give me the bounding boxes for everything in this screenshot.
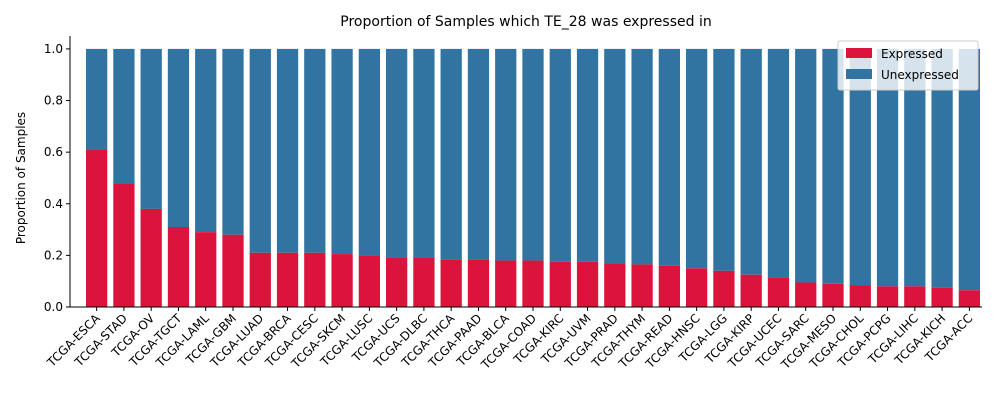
bar-unexpressed-tcga-sarc — [795, 48, 817, 283]
bar-expressed-tcga-pcpg — [876, 286, 899, 307]
bar-unexpressed-tcga-esca — [86, 48, 108, 150]
bar-expressed-tcga-thym — [631, 264, 653, 307]
bar-expressed-tcga-laml — [195, 232, 217, 307]
legend-swatch-expressed — [846, 48, 872, 58]
bar-expressed-tcga-skcm — [331, 254, 353, 307]
bar-unexpressed-tcga-luad — [249, 48, 271, 253]
y-tick-label: 0.2 — [44, 248, 63, 262]
bar-unexpressed-tcga-paad — [467, 48, 490, 260]
bar-expressed-tcga-lgg — [713, 270, 735, 307]
bar-unexpressed-tcga-thca — [440, 48, 462, 260]
bar-expressed-tcga-lusc — [358, 255, 380, 307]
bar-expressed-tcga-ov — [140, 208, 162, 307]
bar-expressed-tcga-cesc — [304, 252, 326, 307]
bar-unexpressed-tcga-meso — [822, 48, 844, 284]
bar-unexpressed-tcga-kich — [931, 48, 953, 288]
bar-expressed-tcga-coad — [522, 260, 544, 307]
bar-unexpressed-tcga-blca — [495, 48, 517, 261]
bar-unexpressed-tcga-tgct — [167, 48, 190, 227]
bar-unexpressed-tcga-laml — [195, 48, 217, 233]
y-tick-label: 0.4 — [44, 197, 63, 211]
bar-expressed-tcga-read — [658, 265, 680, 307]
bars-group — [86, 48, 980, 307]
bar-expressed-tcga-uvm — [576, 261, 599, 307]
legend-label-expressed: Expressed — [881, 47, 943, 61]
bar-unexpressed-tcga-uvm — [576, 48, 599, 262]
bar-expressed-tcga-ucec — [767, 277, 790, 307]
legend: Expressed Unexpressed — [837, 40, 979, 91]
bar-unexpressed-tcga-gbm — [222, 48, 244, 235]
bar-expressed-tcga-ucs — [386, 257, 408, 307]
bar-expressed-tcga-kirc — [549, 261, 571, 307]
y-tick-label: 0.0 — [44, 300, 63, 314]
legend-swatch-unexpressed — [846, 69, 872, 79]
bar-unexpressed-tcga-stad — [113, 48, 135, 184]
legend-box — [837, 40, 979, 91]
y-tick-label: 0.6 — [44, 145, 63, 159]
bar-expressed-tcga-dlbc — [413, 257, 435, 307]
bar-unexpressed-tcga-acc — [958, 48, 980, 291]
y-tick-label: 0.8 — [44, 94, 63, 108]
bar-expressed-tcga-acc — [958, 290, 980, 307]
bar-expressed-tcga-prad — [604, 263, 626, 307]
bar-expressed-tcga-blca — [495, 260, 517, 307]
bar-expressed-tcga-kich — [931, 287, 953, 307]
bar-expressed-tcga-gbm — [222, 234, 244, 307]
bar-expressed-tcga-esca — [86, 149, 108, 307]
y-tick-label: 1.0 — [44, 42, 63, 56]
bar-unexpressed-tcga-kirc — [549, 48, 571, 262]
y-axis-label: Proportion of Samples — [14, 112, 28, 244]
bar-unexpressed-tcga-prad — [604, 48, 626, 264]
bar-expressed-tcga-lihc — [904, 286, 926, 307]
bar-unexpressed-tcga-cesc — [304, 48, 326, 253]
bar-unexpressed-tcga-brca — [276, 48, 299, 253]
bar-unexpressed-tcga-skcm — [331, 48, 353, 255]
bar-unexpressed-tcga-coad — [522, 48, 544, 261]
bar-unexpressed-tcga-lgg — [713, 48, 735, 271]
bar-expressed-tcga-kirp — [740, 274, 762, 307]
bar-unexpressed-tcga-hnsc — [686, 48, 708, 269]
legend-label-unexpressed: Unexpressed — [881, 68, 959, 82]
chart-title: Proportion of Samples which TE_28 was ex… — [340, 14, 711, 30]
bar-expressed-tcga-luad — [249, 252, 271, 307]
bar-expressed-tcga-chol — [849, 285, 871, 307]
bar-unexpressed-tcga-read — [658, 48, 680, 266]
bar-expressed-tcga-hnsc — [686, 268, 708, 307]
x-ticks-group: TCGA-ESCATCGA-STADTCGA-OVTCGA-TGCTTCGA-L… — [44, 307, 975, 372]
bar-expressed-tcga-brca — [276, 252, 299, 307]
axes-group — [69, 36, 982, 308]
bar-unexpressed-tcga-dlbc — [413, 48, 435, 258]
bar-unexpressed-tcga-ov — [140, 48, 162, 209]
bar-unexpressed-tcga-ucec — [767, 48, 790, 278]
bar-expressed-tcga-paad — [467, 259, 490, 307]
bar-expressed-tcga-stad — [113, 183, 135, 307]
bar-unexpressed-tcga-lihc — [904, 48, 926, 287]
bar-expressed-tcga-meso — [822, 283, 844, 307]
bar-expressed-tcga-sarc — [795, 282, 817, 307]
bar-unexpressed-tcga-kirp — [740, 48, 762, 275]
bar-unexpressed-tcga-ucs — [386, 48, 408, 258]
bar-expressed-tcga-thca — [440, 259, 462, 307]
bar-expressed-tcga-tgct — [167, 226, 190, 307]
bar-unexpressed-tcga-chol — [849, 48, 871, 286]
y-ticks-group: 0.0 0.2 0.4 0.6 0.8 1.0 — [44, 42, 70, 314]
bar-unexpressed-tcga-pcpg — [876, 48, 899, 287]
bar-unexpressed-tcga-lusc — [358, 48, 380, 256]
bar-unexpressed-tcga-thym — [631, 48, 653, 265]
